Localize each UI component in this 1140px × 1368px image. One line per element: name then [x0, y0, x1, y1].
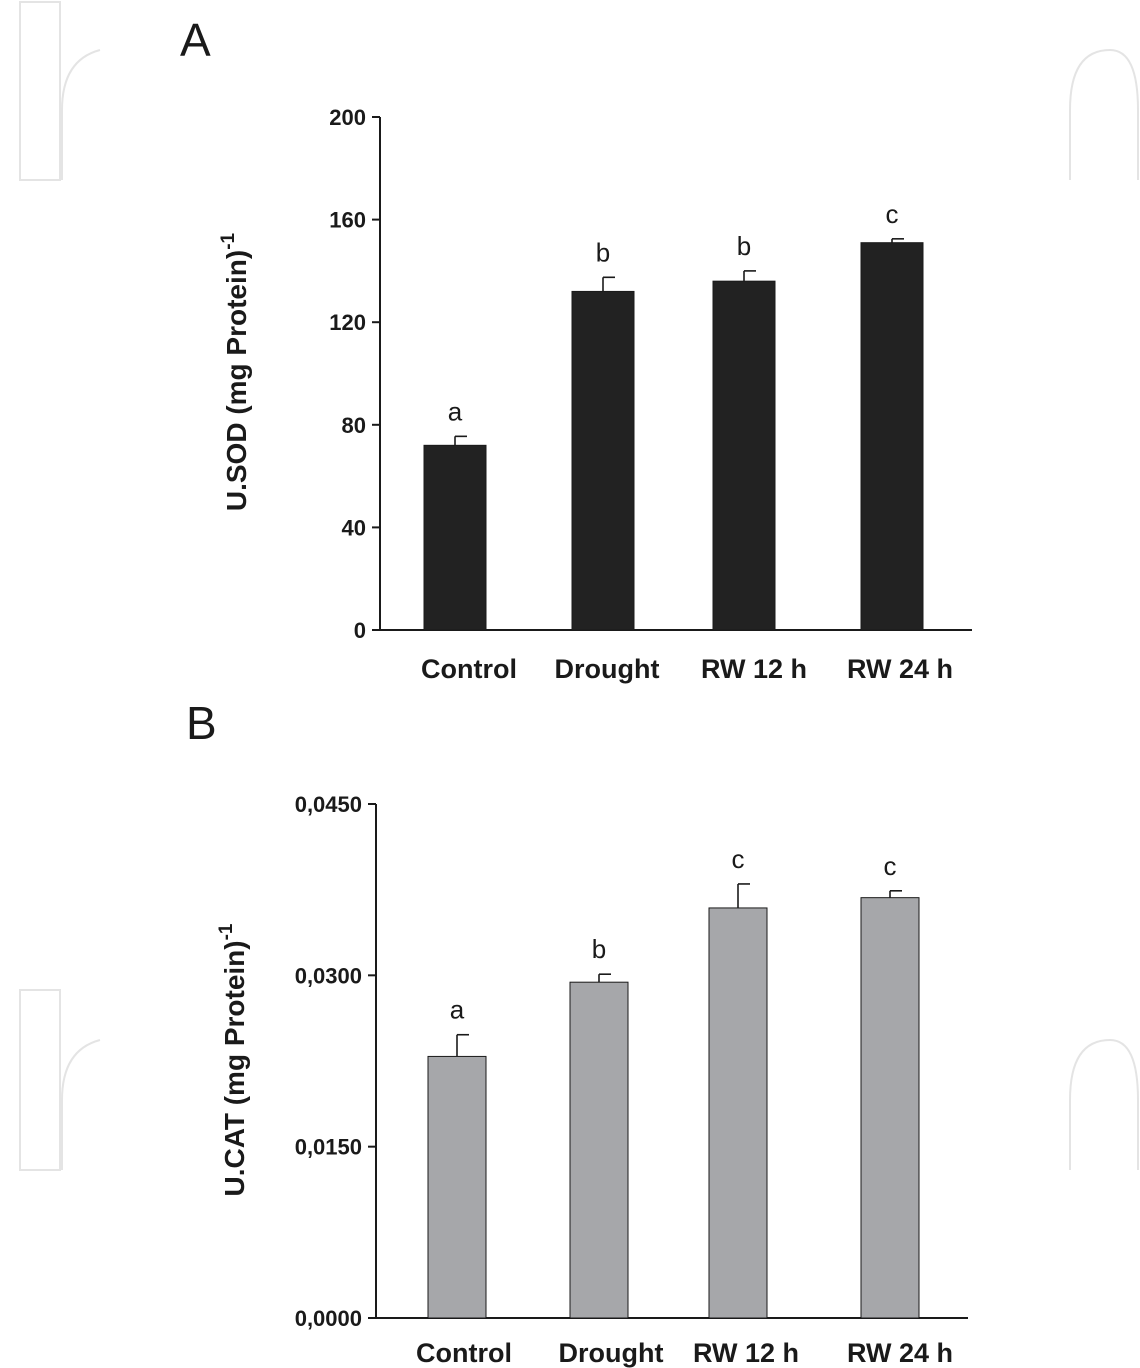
- x-tick-label: RW 12 h: [693, 1338, 799, 1368]
- x-tick-label: Control: [416, 1338, 512, 1368]
- bar: [571, 290, 635, 631]
- x-tick-label: RW 24 h: [847, 1338, 953, 1368]
- significance-label: b: [596, 237, 610, 267]
- bar: [712, 280, 776, 631]
- y-tick-label: 0,0300: [295, 963, 362, 988]
- watermark-logo: [19, 1, 1139, 1171]
- y-tick-label: 0,0450: [295, 792, 362, 817]
- significance-label: b: [592, 934, 606, 964]
- significance-label: c: [886, 199, 899, 229]
- x-tick-label: RW 12 h: [701, 654, 807, 684]
- y-tick-label: 40: [342, 515, 366, 540]
- bars-a: a b b c: [423, 199, 924, 631]
- y-tick-label: 160: [329, 208, 366, 233]
- y-tick-label: 0,0000: [295, 1306, 362, 1331]
- x-tick-label: Control: [421, 654, 517, 684]
- y-axis-label-a: U.SOD (mg Protein)-1: [218, 232, 252, 511]
- bar: [708, 907, 768, 1319]
- y-ticks-b: 0,0000 0,0150 0,0300 0,0450: [295, 792, 376, 1331]
- x-tick-labels-b: Control Drought RW 12 h RW 24 h: [416, 1338, 953, 1368]
- bar: [860, 242, 924, 631]
- y-tick-label: 0,0150: [295, 1135, 362, 1160]
- significance-label: c: [732, 844, 745, 874]
- x-tick-label: Drought: [555, 654, 660, 684]
- panel-label-b: B: [186, 697, 217, 749]
- y-tick-label: 0: [354, 618, 366, 643]
- significance-label: b: [737, 231, 751, 261]
- y-tick-label: 200: [329, 105, 366, 130]
- y-axis-label-b: U.CAT (mg Protein)-1: [216, 923, 250, 1196]
- bar: [569, 981, 629, 1319]
- x-tick-labels-a: Control Drought RW 12 h RW 24 h: [421, 654, 953, 684]
- y-ticks-a: 0 40 80 120 160 200: [329, 105, 380, 643]
- y-tick-label: 120: [329, 310, 366, 335]
- bar: [427, 1055, 487, 1319]
- plot-b: 0,0000 0,0150 0,0300 0,0450 a b c c Control Dro…: [216, 792, 968, 1368]
- bar: [860, 897, 920, 1319]
- panel-label-a: A: [180, 14, 211, 66]
- bar: [423, 444, 487, 631]
- plot-a: 0 40 80 120 160 200 a b b c Control Drought RW 12 …: [218, 105, 972, 684]
- bars-b: a b c c: [427, 844, 920, 1319]
- x-tick-label: Drought: [559, 1338, 664, 1368]
- significance-label: c: [884, 851, 897, 881]
- x-tick-label: RW 24 h: [847, 654, 953, 684]
- significance-label: a: [450, 995, 465, 1025]
- y-tick-label: 80: [342, 413, 366, 438]
- significance-label: a: [448, 396, 463, 426]
